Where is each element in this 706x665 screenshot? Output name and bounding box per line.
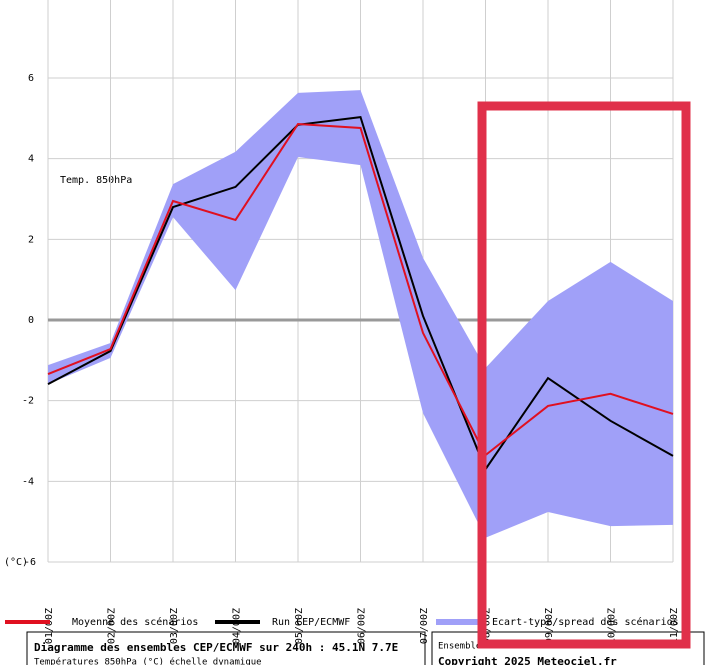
x-tick-label: 02/00Z <box>107 608 118 644</box>
highlight-box <box>477 101 691 649</box>
x-tick-label: 05/00Z <box>294 608 305 644</box>
x-tick-label: 06/00Z <box>357 608 368 644</box>
x-tick-label: 08/00Z <box>482 608 493 644</box>
y-tick-label: -4 <box>22 476 34 487</box>
x-tick-label: 09/00Z <box>544 608 555 644</box>
y-tick-label: 6 <box>28 73 34 84</box>
x-tick-label: 01/00Z <box>44 608 55 644</box>
y-tick-label: 0 <box>28 315 34 326</box>
x-tick-label: 11/00Z <box>669 608 680 644</box>
y-tick-label: -2 <box>22 396 34 407</box>
y-tick-label: -6 <box>24 557 36 568</box>
x-tick-label: 03/00Z <box>169 608 180 644</box>
legend-swatch <box>436 619 481 625</box>
y-tick-label: 4 <box>28 154 34 165</box>
legend-label: Moyenne des scénarios <box>72 616 198 628</box>
x-tick-label: 10/00Z <box>607 608 618 644</box>
annotation: Temp. 850hPa <box>60 175 132 186</box>
chart-subtitle: Températures 850hPa (°C) échelle dynamiq… <box>34 657 262 665</box>
y-tick-label: 2 <box>28 234 34 245</box>
series-line <box>47 122 674 457</box>
x-tick-label: 07/00Z <box>419 608 430 644</box>
chart-title: Diagramme des ensembles CEP/ECMWF sur 24… <box>34 641 398 654</box>
legend-label: Ecart-type/spread des scénarios <box>492 616 679 628</box>
copyright: Copyright 2025 Meteociel.fr <box>438 655 617 665</box>
x-tick-label: 04/00Z <box>232 608 243 644</box>
legend-label: Run CEP/ECMWF <box>272 617 350 628</box>
spread-band <box>48 90 673 538</box>
series-line <box>47 116 674 472</box>
title-box <box>26 631 426 665</box>
source-title: Ensembles <box>438 642 487 652</box>
y-unit: (°C) <box>4 557 28 568</box>
